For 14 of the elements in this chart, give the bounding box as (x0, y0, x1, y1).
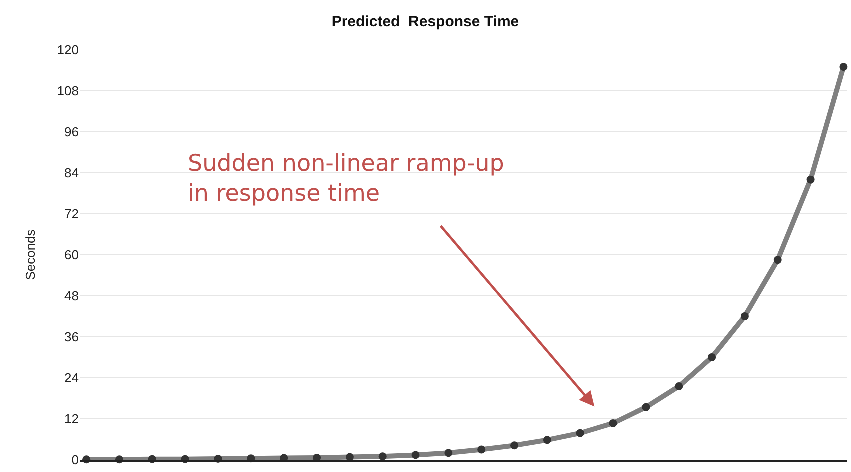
y-tick-label: 60 (64, 248, 79, 263)
y-tick-label: 24 (64, 370, 79, 386)
annotation: Sudden non-linear ramp-up in response time (188, 151, 504, 207)
chart-title: Predicted Response Time (332, 13, 520, 30)
y-tick-label: 0 (72, 452, 79, 468)
y-tick-label: 36 (64, 330, 79, 345)
y-axis-title: Seconds (23, 229, 38, 280)
y-tick-label: 12 (64, 412, 79, 427)
y-tick-label: 96 (64, 124, 79, 140)
y-tick-label: 84 (64, 166, 79, 181)
y-tick-label: 108 (57, 84, 79, 99)
y-tick-label: 120 (57, 42, 79, 58)
y-tick-label: 72 (64, 206, 79, 222)
y-tick-label: 48 (64, 288, 79, 304)
